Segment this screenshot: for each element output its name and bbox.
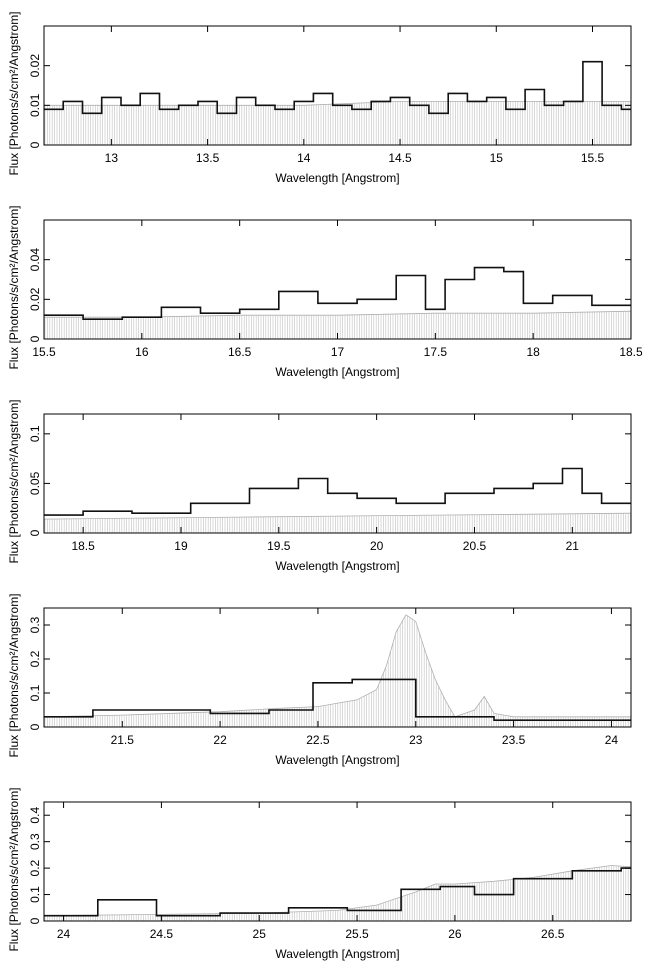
x-axis-title: Wavelength [Angstrom] (275, 947, 399, 961)
x-tick-label: 18.5 (619, 345, 643, 359)
x-tick-label: 25 (253, 927, 267, 941)
chart-panel-1: 13 13.5 14 14.5 15 15.5 0 0.01 0.02 Wavelength [A… (7, 11, 632, 185)
y-tick-label: 0 (28, 723, 42, 730)
x-tick-label: 20.5 (463, 539, 487, 553)
x-axis-title: Wavelength [Angstrom] (275, 171, 399, 185)
data-series (44, 678, 631, 721)
x-tick-label: 22 (213, 733, 227, 747)
y-tick-label: 0.1 (28, 425, 42, 442)
x-tick-label: 26 (448, 927, 462, 941)
model-series (44, 101, 631, 145)
x-tick-label: 22.5 (306, 733, 330, 747)
x-tick-label: 18 (526, 345, 540, 359)
x-axis-title: Wavelength [Angstrom] (275, 365, 399, 379)
x-tick-label: 26.5 (541, 927, 565, 941)
y-axis-title: Flux [Photons/s/cm²/Angstrom] (7, 11, 21, 175)
x-tick-label: 14.5 (388, 151, 412, 165)
x-tick-label: 21 (566, 539, 580, 553)
plot-frame (43, 801, 632, 922)
x-tick-label: 24 (605, 733, 619, 747)
x-tick-label: 23.5 (502, 733, 526, 747)
x-tick-label: 16.5 (228, 345, 252, 359)
y-tick-label: 0.02 (28, 54, 42, 78)
model-curve (43, 512, 632, 520)
chart-panel-3: 18.5 19 19.5 20 20.5 21 0 0.05 0.1 Wavelength [An… (7, 399, 632, 573)
y-tick-label: 0 (28, 141, 42, 148)
x-tick-label: 24.5 (150, 927, 174, 941)
plot-frame (43, 413, 632, 534)
y-tick-label: 0.05 (28, 471, 42, 495)
data-step-line (44, 266, 631, 320)
model-series (44, 310, 632, 339)
data-series (44, 266, 631, 320)
y-tick-label: 0.1 (28, 684, 42, 701)
x-axis-title: Wavelength [Angstrom] (275, 559, 399, 573)
y-axis-title: Flux [Photons/s/cm²/Angstrom] (7, 399, 21, 563)
x-tick-label: 15 (490, 151, 504, 165)
y-axis-title: Flux [Photons/s/cm²/Angstrom] (7, 205, 21, 369)
y-tick-label: 0.4 (28, 807, 42, 824)
data-step-line (44, 60, 631, 115)
x-axis-title: Wavelength [Angstrom] (275, 753, 399, 767)
x-tick-label: 15.5 (581, 151, 605, 165)
chart-panel-2: 15.5 16 16.5 17 17.5 18 18.5 0 0.02 0.04 Wavelengt… (7, 205, 643, 379)
x-tick-label: 19.5 (267, 539, 291, 553)
y-tick-label: 0.01 (28, 93, 42, 117)
x-tick-label: 17 (331, 345, 345, 359)
y-tick-label: 0 (28, 335, 42, 342)
x-tick-label: 14 (297, 151, 311, 165)
y-tick-label: 0.3 (28, 833, 42, 850)
plot-frame (43, 25, 632, 146)
x-tick-label: 20 (370, 539, 384, 553)
y-tick-label: 0.3 (28, 616, 42, 633)
data-series (44, 467, 631, 516)
x-tick-label: 24 (57, 927, 71, 941)
y-tick-label: 0 (28, 529, 42, 536)
x-tick-label: 17.5 (424, 345, 448, 359)
chart-panel-5: 24 24.5 25 25.5 26 26.5 0 0.1 0.2 0.3 0.4 Wavelengt… (7, 787, 632, 961)
y-tick-label: 0.02 (28, 287, 42, 311)
x-tick-label: 18.5 (71, 539, 95, 553)
model-series (43, 512, 632, 533)
data-series (44, 60, 631, 115)
data-step-line (44, 678, 631, 721)
x-tick-label: 25.5 (345, 927, 369, 941)
y-tick-label: 0.2 (28, 650, 42, 667)
y-tick-label: 0.1 (28, 886, 42, 903)
x-tick-label: 15.5 (32, 345, 56, 359)
plot-frame (43, 607, 632, 728)
x-tick-label: 23 (409, 733, 423, 747)
data-series (44, 867, 631, 917)
y-axis-title: Flux [Photons/s/cm²/Angstrom] (7, 787, 21, 951)
y-tick-label: 0 (28, 917, 42, 924)
y-tick-label: 0.2 (28, 859, 42, 876)
x-tick-label: 13 (105, 151, 119, 165)
x-tick-label: 19 (174, 539, 188, 553)
data-step-line (44, 867, 631, 917)
model-curve (43, 614, 631, 718)
chart-panel-4: 21.5 22 22.5 23 23.5 24 0 0.1 0.2 0.3 Wavelength [… (7, 593, 632, 767)
y-axis-title: Flux [Photons/s/cm²/Angstrom] (7, 593, 21, 757)
model-series (43, 614, 631, 727)
y-tick-label: 0.04 (28, 248, 42, 272)
x-tick-label: 16 (135, 345, 149, 359)
x-tick-label: 13.5 (196, 151, 220, 165)
model-series (43, 865, 632, 921)
x-tick-label: 21.5 (111, 733, 135, 747)
data-step-line (44, 467, 631, 516)
